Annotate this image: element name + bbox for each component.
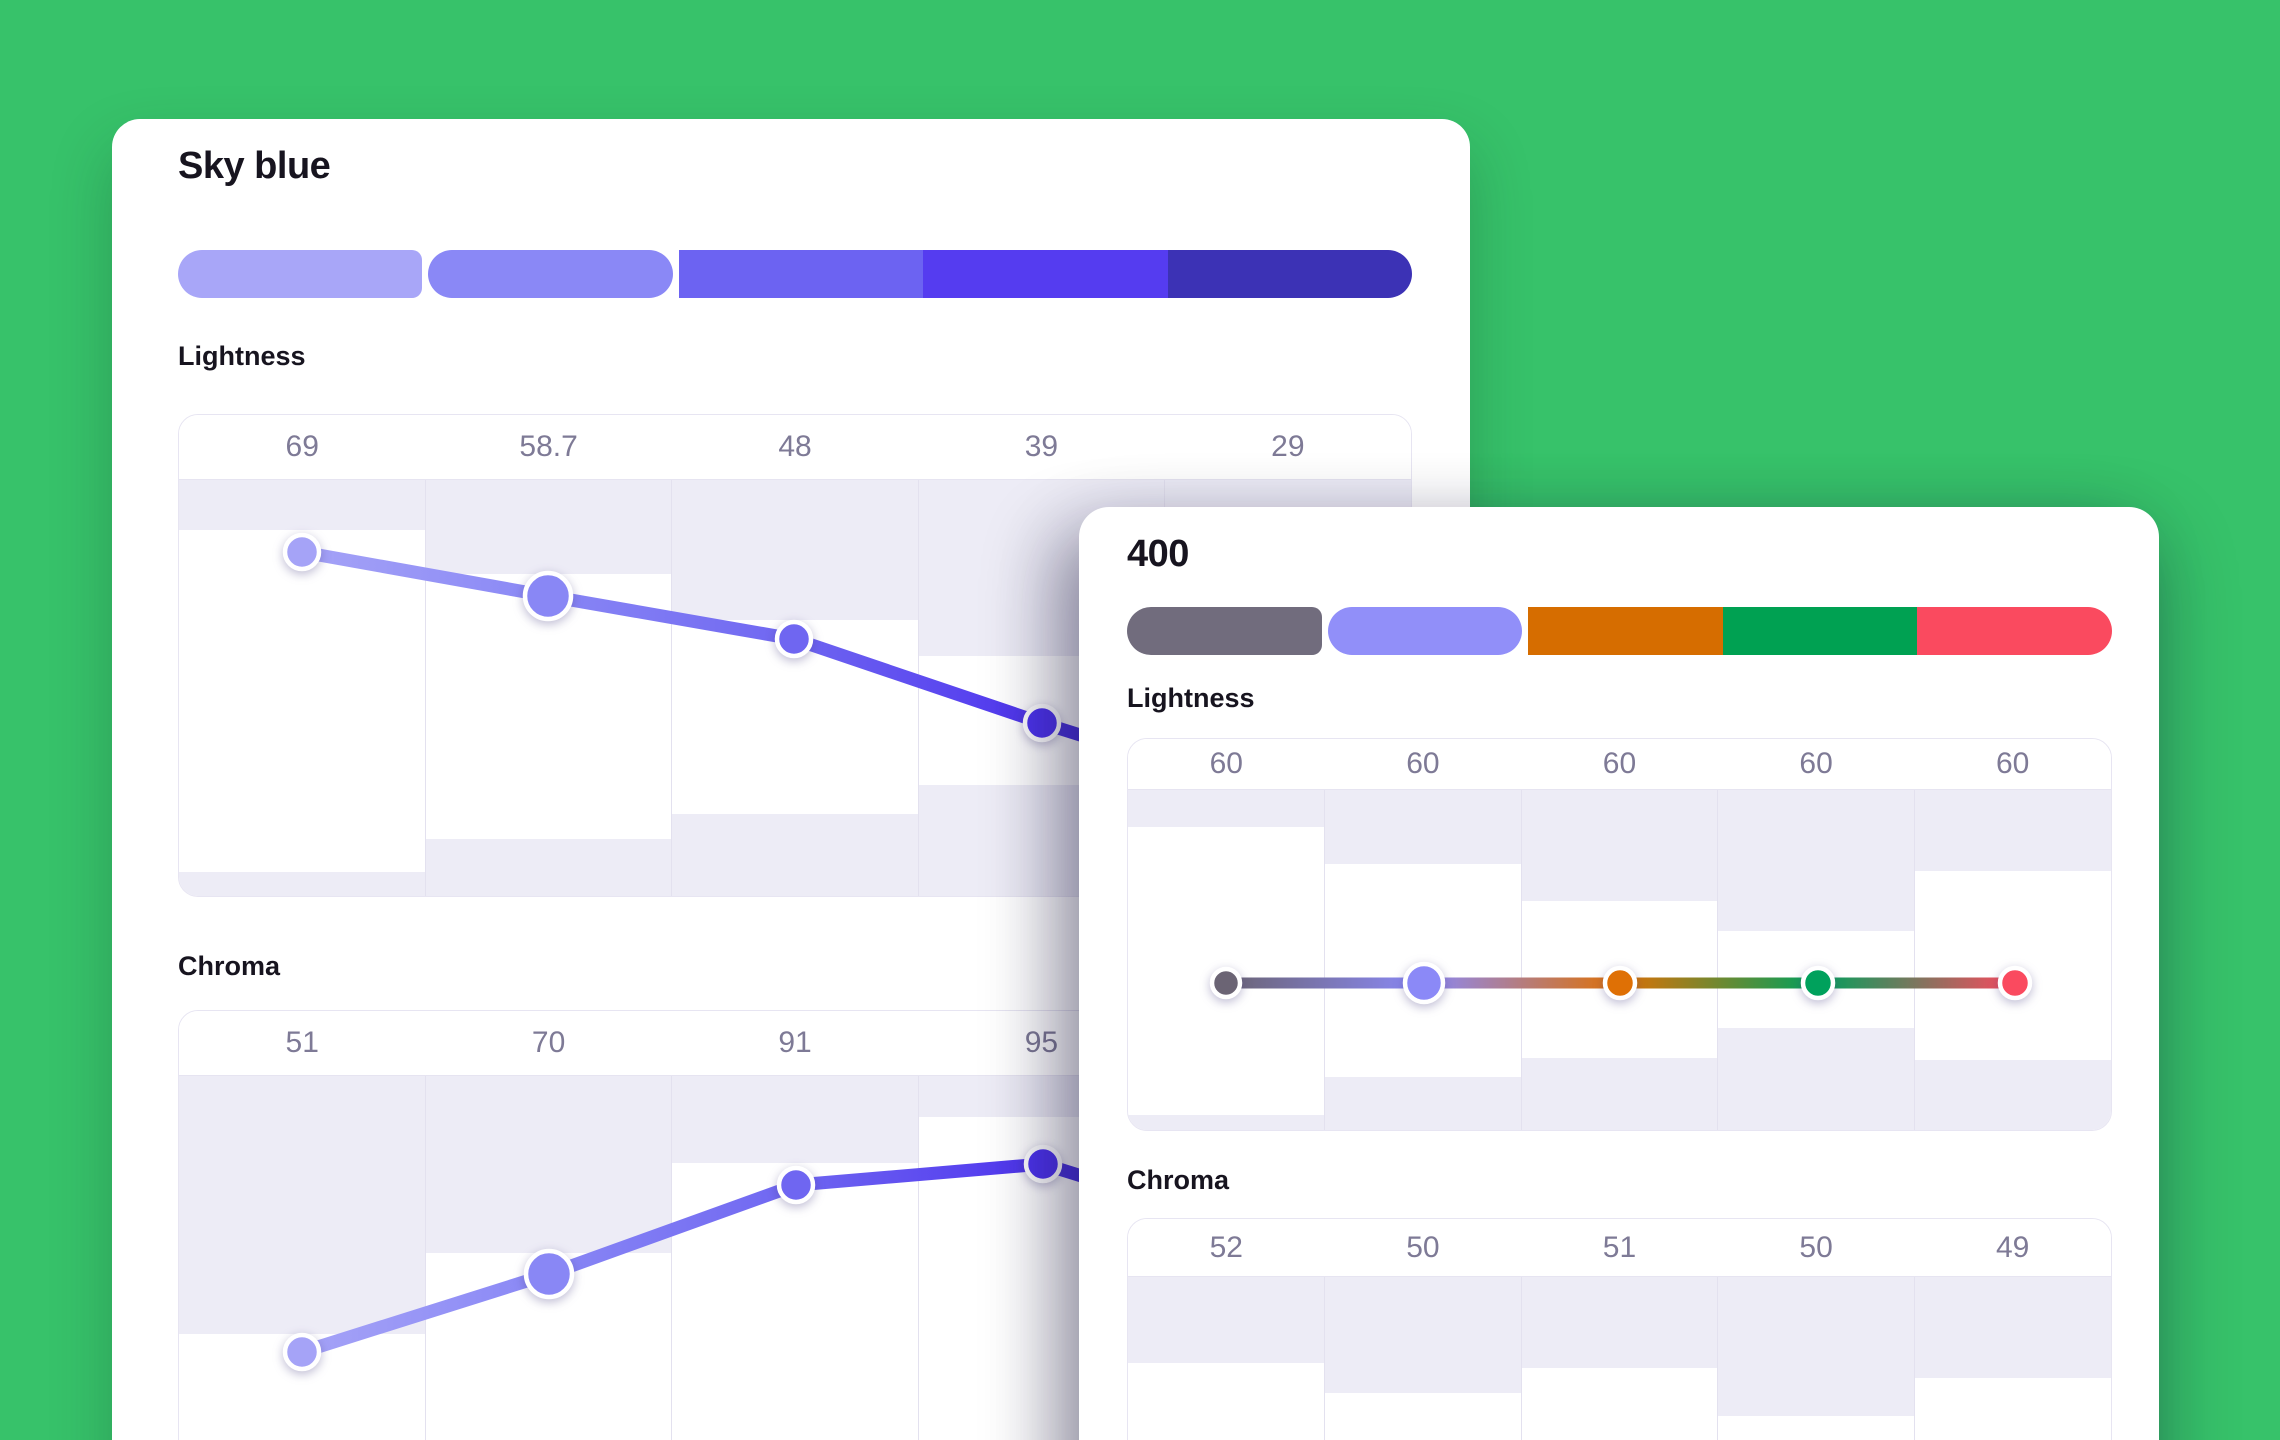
section-label-lightness: Lightness (1127, 683, 1255, 713)
column-value: 60 (1799, 747, 1833, 780)
chart-column (1324, 1276, 1522, 1440)
chart-column (1521, 789, 1719, 1130)
card-400: 400 Lightness 60 60 60 60 60 Chroma 52 50 51 50… (1079, 507, 2159, 1440)
gamut-window (1521, 901, 1718, 1058)
chart-columns (1128, 1276, 2111, 1440)
gamut-window (179, 1334, 425, 1440)
palette-swatch-1[interactable] (1327, 607, 1523, 655)
column-value: 48 (778, 430, 812, 463)
chart-column (672, 1075, 919, 1440)
chart-column (672, 479, 919, 896)
column-value: 51 (1602, 1230, 1637, 1264)
card-title: Sky blue (178, 145, 331, 187)
chart-column (1915, 1276, 2111, 1440)
gamut-window (425, 574, 672, 839)
column-value: 60 (1209, 747, 1243, 780)
chroma-chart-panel: 52 50 51 50 49 (1127, 1218, 2112, 1440)
gamut-window (179, 530, 425, 872)
column-value: 69 (285, 430, 319, 463)
gamut-window (672, 620, 918, 814)
chart-column (179, 479, 426, 896)
palette-swatch-2[interactable] (678, 250, 924, 298)
column-value: 95 (1024, 1026, 1059, 1059)
palette-swatch-4[interactable] (1167, 250, 1412, 298)
column-value: 49 (1995, 1230, 2030, 1264)
gamut-window (1128, 1363, 1324, 1440)
chart-column (425, 479, 673, 896)
palette-swatch-4[interactable] (1917, 607, 2112, 655)
gamut-window (1718, 1416, 1915, 1440)
palette-swatch-0[interactable] (1127, 607, 1322, 655)
column-value: 60 (1602, 747, 1637, 780)
column-value: 58.7 (519, 430, 578, 463)
chart-column (1915, 789, 2111, 1130)
chart-column (179, 1075, 426, 1440)
chart-column (1718, 789, 1916, 1130)
chart-column (1718, 1276, 1916, 1440)
chart-column (1128, 1276, 1325, 1440)
card-title: 400 (1127, 533, 1189, 575)
chart-column (425, 1075, 673, 1440)
value-header-row: 60 60 60 60 60 (1128, 739, 2111, 790)
chart-columns (1128, 789, 2111, 1130)
gamut-window (1915, 871, 2111, 1060)
gamut-window (1521, 1368, 1718, 1440)
chart-column (1324, 789, 1522, 1130)
column-value: 50 (1406, 1230, 1440, 1264)
gamut-window (425, 1253, 672, 1440)
lightness-chart-panel: 60 60 60 60 60 (1127, 738, 2112, 1131)
palette-swatch-3[interactable] (923, 250, 1168, 298)
gamut-window (1128, 827, 1324, 1115)
gamut-window (672, 1163, 918, 1440)
column-value: 70 (531, 1026, 566, 1059)
palette-swatch-1[interactable] (428, 250, 673, 298)
column-value: 52 (1209, 1230, 1243, 1264)
palette-swatch-2[interactable] (1528, 607, 1723, 655)
palette-swatch-0[interactable] (178, 250, 423, 298)
gamut-window (1718, 931, 1915, 1028)
palette-swatch-bar (1127, 607, 2112, 655)
palette-swatch-3[interactable] (1722, 607, 1918, 655)
section-label-chroma: Chroma (1127, 1165, 1230, 1195)
value-header-row: 69 58.7 48 39 29 (179, 415, 1411, 480)
gamut-window (1915, 1378, 2111, 1440)
column-value: 29 (1271, 430, 1305, 463)
palette-swatch-bar (178, 250, 1412, 298)
chart-column (1128, 789, 1325, 1130)
section-label-chroma: Chroma (178, 951, 281, 981)
value-header-row: 52 50 51 50 49 (1128, 1219, 2111, 1277)
gamut-window (1324, 864, 1521, 1077)
column-value: 51 (285, 1026, 319, 1059)
gamut-window (1324, 1393, 1521, 1440)
column-value: 50 (1799, 1230, 1833, 1264)
column-value: 91 (778, 1026, 812, 1059)
section-label-lightness: Lightness (178, 341, 306, 371)
chart-column (1521, 1276, 1719, 1440)
column-value: 39 (1024, 430, 1059, 463)
column-value: 60 (1995, 747, 2030, 780)
column-value: 60 (1406, 747, 1440, 780)
